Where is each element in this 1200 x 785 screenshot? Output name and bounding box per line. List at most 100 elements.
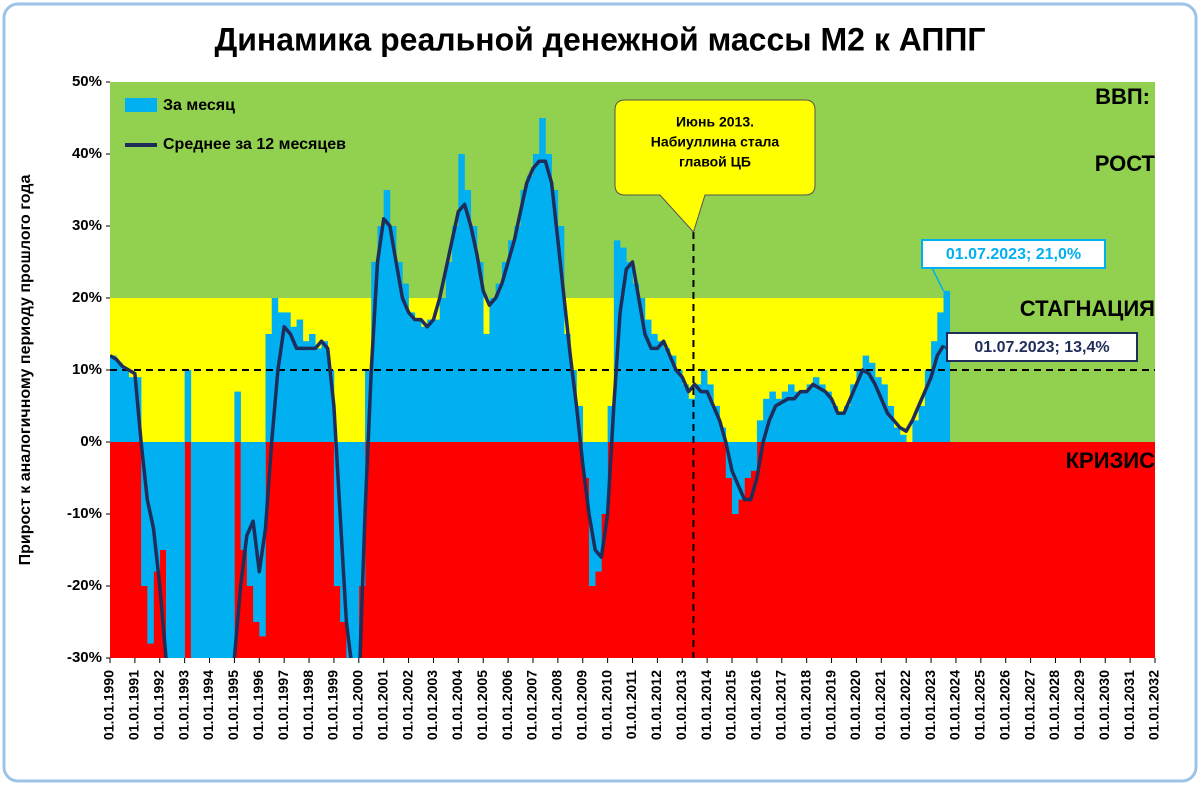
x-tick-label: 01.01.2019	[822, 670, 838, 740]
bar	[763, 398, 770, 442]
bar	[228, 442, 235, 658]
x-tick-label: 01.01.2024	[947, 670, 963, 740]
legend-label: За месяц	[163, 97, 235, 114]
bar	[626, 262, 633, 442]
callout-text: главой ЦБ	[679, 154, 751, 170]
bar	[209, 442, 217, 658]
bar	[756, 420, 764, 442]
legend-label: Среднее за 12 месяцев	[163, 136, 346, 153]
bar	[943, 290, 951, 442]
x-tick-label: 01.01.2020	[847, 670, 863, 740]
bar	[327, 370, 335, 442]
x-tick-label: 01.01.1998	[300, 670, 316, 740]
bar	[309, 334, 316, 442]
bar	[203, 442, 210, 658]
bar	[439, 298, 447, 442]
bar	[881, 384, 888, 442]
bar	[389, 226, 397, 442]
x-tick-label: 01.01.2027	[1021, 670, 1037, 740]
bar	[122, 370, 129, 442]
bar	[520, 190, 528, 442]
bar	[284, 312, 291, 442]
bar	[570, 370, 577, 442]
bar	[290, 326, 297, 442]
bar	[402, 283, 409, 442]
x-tick-label: 01.01.2009	[573, 670, 589, 740]
bar	[470, 226, 478, 442]
legend-swatch	[125, 98, 157, 112]
callout-text: Набиуллина стала	[651, 134, 780, 150]
bar	[532, 154, 540, 442]
bar	[246, 442, 254, 586]
value-label-box	[946, 332, 1138, 362]
bar	[184, 370, 192, 442]
bar	[352, 442, 360, 658]
x-tick-label: 01.01.2005	[474, 670, 490, 740]
bar	[601, 442, 608, 514]
x-tick-label: 01.01.1994	[200, 670, 216, 740]
y-tick-label: 10%	[72, 361, 102, 378]
bar	[545, 154, 552, 442]
bar	[800, 391, 807, 442]
bar	[421, 326, 428, 442]
bar	[526, 175, 534, 442]
x-tick-label: 01.01.2022	[897, 670, 913, 740]
x-tick-label: 01.01.2023	[922, 670, 938, 740]
x-tick-label: 01.01.2026	[996, 670, 1012, 740]
bar	[825, 391, 832, 442]
chart-title: Динамика реальной денежной массы М2 к АП…	[214, 21, 985, 57]
bar	[700, 370, 708, 442]
y-axis-label: Прирост к аналогичному периоду прошлого …	[17, 175, 34, 566]
bar	[694, 384, 702, 442]
bar	[868, 362, 876, 442]
bar	[651, 334, 658, 442]
bar	[744, 442, 751, 478]
x-tick-label: 01.01.1991	[126, 670, 142, 740]
bar	[788, 384, 795, 442]
bar	[271, 298, 279, 442]
bar	[607, 406, 615, 442]
bar	[197, 442, 204, 658]
bar	[141, 442, 148, 586]
bar	[557, 226, 565, 442]
bar	[116, 362, 123, 442]
bar	[912, 420, 919, 442]
y-tick-label: 20%	[72, 289, 102, 306]
bar	[669, 355, 677, 442]
bar	[464, 190, 472, 442]
bar	[234, 391, 241, 442]
x-tick-label: 01.01.2032	[1146, 670, 1162, 740]
x-tick-label: 01.01.2028	[1046, 670, 1062, 740]
x-tick-label: 01.01.2016	[748, 670, 764, 740]
bar	[781, 391, 789, 442]
bar	[302, 341, 310, 442]
bar	[427, 319, 434, 442]
zone-label: КРИЗИС	[1066, 448, 1156, 473]
bar	[110, 355, 117, 442]
bar	[676, 370, 683, 442]
bar	[682, 384, 689, 442]
x-tick-label: 01.01.2006	[499, 670, 515, 740]
bar	[688, 398, 696, 442]
bar	[551, 190, 559, 442]
bar	[396, 262, 403, 442]
bar	[277, 312, 285, 442]
x-tick-label: 01.01.2015	[723, 670, 739, 740]
bar	[408, 312, 416, 442]
y-tick-label: -30%	[67, 649, 102, 666]
bar	[240, 442, 248, 550]
bar	[937, 312, 944, 442]
x-tick-label: 01.01.2017	[772, 670, 788, 740]
x-tick-label: 01.01.2012	[648, 670, 664, 740]
x-tick-label: 01.01.2021	[872, 670, 888, 740]
bar	[893, 427, 901, 442]
bar	[588, 442, 596, 586]
bar	[221, 442, 229, 658]
bar	[178, 442, 185, 658]
bar	[172, 442, 179, 658]
bar	[346, 442, 353, 658]
y-tick-label: 30%	[72, 217, 102, 234]
bar	[644, 319, 652, 442]
bar	[564, 334, 571, 442]
